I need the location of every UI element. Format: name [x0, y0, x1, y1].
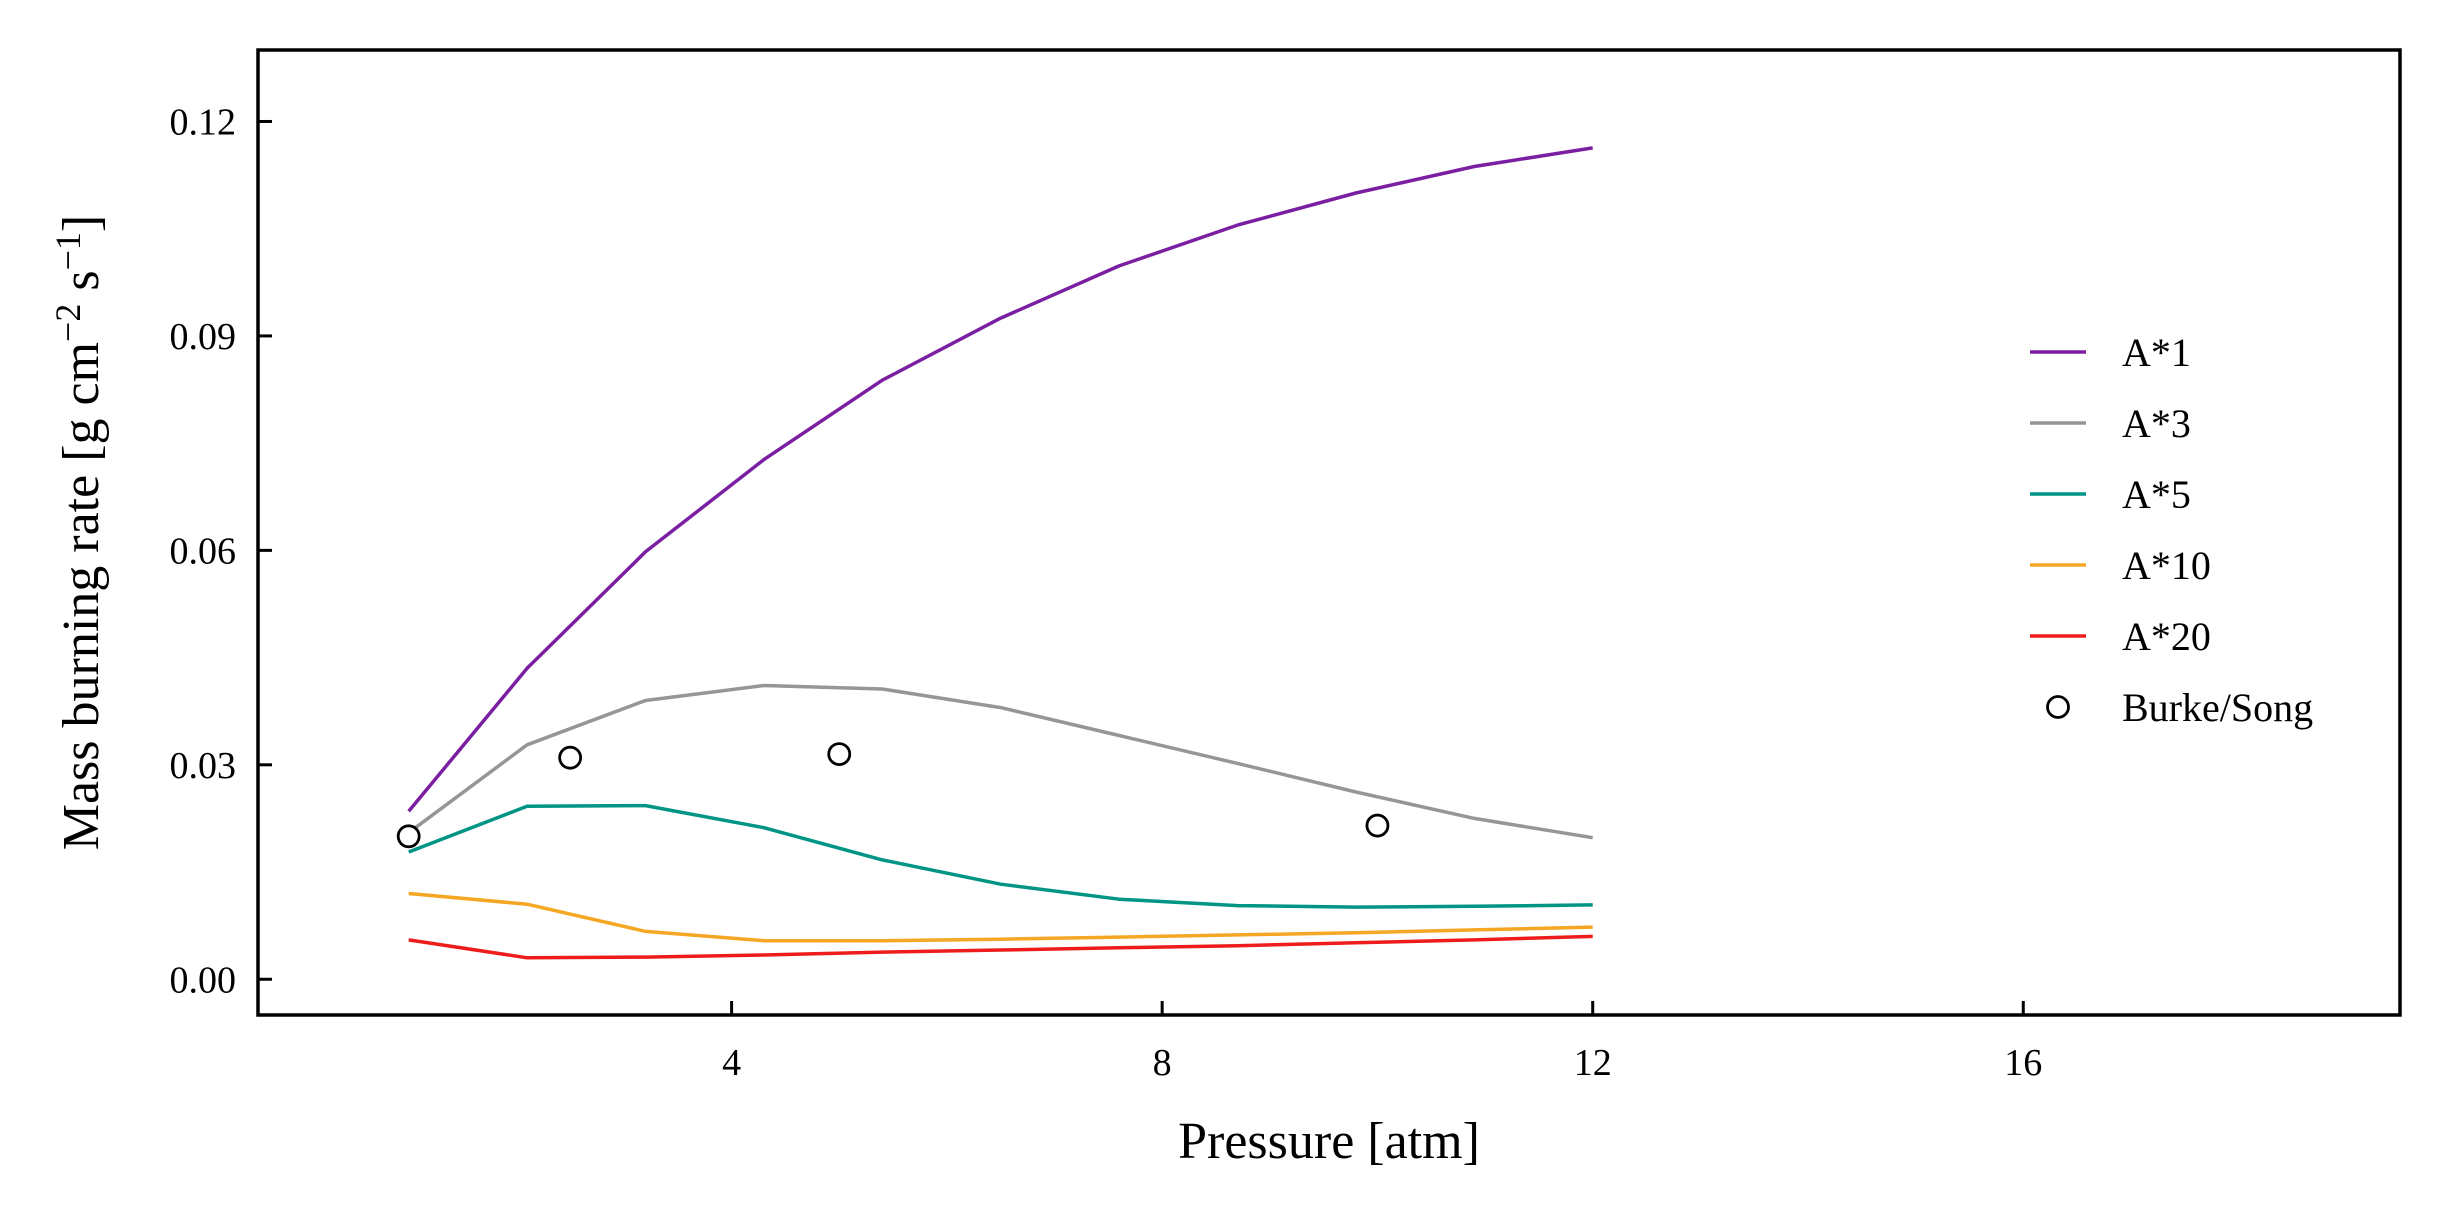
- legend-label: Burke/Song: [2122, 685, 2313, 730]
- series-line-a-3: [407, 683, 1593, 840]
- series-line-a-10: [408, 891, 1593, 943]
- series-line-a-20: [408, 934, 1593, 960]
- legend-label: A*10: [2122, 543, 2211, 588]
- y-tick-label: 0.12: [170, 101, 237, 143]
- y-tick-label: 0.09: [170, 316, 237, 358]
- plot-frame: [256, 48, 2402, 1017]
- burke-song-point: [1365, 813, 1390, 838]
- legend-label: A*20: [2122, 614, 2211, 659]
- y-axis-label-main: Mass burning rate [g cm: [53, 342, 110, 850]
- x-axis-label: Pressure [atm]: [1178, 1113, 1480, 1170]
- burke-song-point: [558, 745, 583, 770]
- y-axis-label-sup2: −1: [48, 232, 88, 270]
- burke-song-point: [827, 742, 852, 766]
- legend-label: A*1: [2122, 330, 2191, 375]
- legend-item: A*1: [2030, 330, 2191, 375]
- legend: A*1 A*3 A*5 A*10 A*20 Burke/Song: [2030, 330, 2313, 730]
- burke-song-point: [396, 824, 421, 849]
- y-axis-label-mid: s: [53, 270, 110, 303]
- y-axis-label: Mass burning rate [g cm−2 s−1]: [48, 215, 110, 851]
- x-tick-label: 8: [1153, 1042, 1172, 1084]
- legend-label: A*3: [2122, 401, 2191, 446]
- legend-item: Burke/Song: [2046, 685, 2313, 730]
- series-layer: [407, 146, 1593, 960]
- y-tick-label: 0.00: [170, 959, 237, 1001]
- x-tick-label: 12: [1574, 1042, 1612, 1084]
- legend-item: A*10: [2030, 543, 2211, 588]
- legend-marker: [2046, 695, 2070, 719]
- x-tick-label: 16: [2004, 1042, 2042, 1084]
- legend-item: A*3: [2030, 401, 2191, 446]
- x-tick-label: 4: [722, 1042, 741, 1084]
- y-tick-label: 0.03: [170, 745, 237, 787]
- y-axis-label-sup1: −2: [48, 304, 88, 342]
- legend-item: A*5: [2030, 472, 2191, 517]
- legend-label: A*5: [2122, 472, 2191, 517]
- y-axis-label-end: ]: [53, 215, 110, 232]
- scatter-layer: [396, 742, 1390, 849]
- y-tick-label: 0.06: [170, 530, 237, 572]
- tick-layer: 4 8 12 16 0.00 0.03 0.06 0.09 0.12: [170, 101, 2043, 1084]
- series-line-a-5: [408, 803, 1593, 909]
- legend-item: A*20: [2030, 614, 2211, 659]
- series-line-a-1: [407, 146, 1593, 813]
